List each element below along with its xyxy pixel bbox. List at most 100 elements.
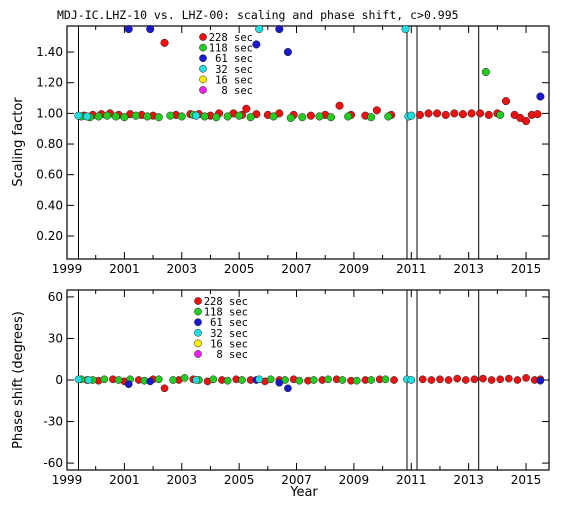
phase-point — [504, 374, 513, 383]
phase-point — [479, 374, 487, 383]
phase-point — [238, 376, 246, 384]
phase-y-tick-label: 0 — [55, 373, 63, 387]
x-axis-label: Year — [289, 485, 318, 500]
phase-point — [536, 376, 545, 385]
phase-x-tick-label: 2015 — [511, 473, 542, 487]
phase-point — [444, 376, 453, 384]
scaling-point — [533, 110, 542, 119]
scaling-x-tick-label: 2007 — [281, 262, 312, 276]
scaling-point — [131, 111, 140, 120]
phase-y-axis-label: Phase shift (degrees) — [11, 311, 26, 449]
scaling-point — [450, 109, 459, 118]
phase-point — [381, 375, 390, 384]
scaling-point — [212, 113, 221, 122]
scaling-point — [315, 112, 324, 121]
scaling-point — [496, 110, 505, 119]
phase-point — [84, 376, 93, 384]
phase-y-tick-label: 30 — [48, 331, 63, 345]
phase-legend-label: 16 sec — [210, 338, 248, 350]
phase-legend-marker — [194, 328, 202, 337]
phase-point — [209, 375, 218, 384]
phase-point — [324, 375, 332, 384]
phase-x-tick-label: 1999 — [52, 473, 83, 487]
phase-point — [427, 376, 436, 384]
scaling-y-tick-label: 1.00 — [36, 106, 63, 120]
phase-point — [352, 376, 361, 385]
scaling-point — [235, 111, 244, 120]
scaling-point — [441, 110, 450, 119]
scaling-point — [146, 25, 155, 34]
scaling-legend-marker — [199, 43, 207, 52]
phase-point — [154, 375, 163, 384]
phase-point — [100, 375, 109, 384]
phase-legend-marker — [194, 350, 202, 358]
phase-point — [255, 375, 264, 384]
phase-x-tick-label: 2007 — [281, 473, 312, 487]
phase-point — [513, 376, 522, 384]
phase-legend-label: 8 sec — [216, 349, 248, 361]
phase-x-tick-label: 2005 — [224, 473, 255, 487]
scaling-point — [521, 116, 531, 126]
scaling-point — [103, 111, 112, 120]
scaling-point — [269, 112, 278, 121]
scaling-x-tick-label: 2005 — [224, 262, 255, 276]
scaling-point — [335, 101, 344, 110]
phase-legend-marker — [194, 297, 202, 305]
phase-point — [522, 374, 530, 382]
phase-point — [487, 376, 496, 384]
scaling-point — [401, 25, 410, 34]
scaling-point — [286, 113, 295, 123]
phase-point — [180, 374, 189, 382]
phase-x-tick-label: 2013 — [453, 473, 484, 487]
scaling-legend-label: 61 sec — [215, 53, 253, 65]
scaling-point — [160, 38, 169, 47]
scaling-point — [124, 25, 133, 34]
phase-data-points — [74, 374, 545, 393]
scaling-point — [326, 113, 336, 122]
scaling-legend-marker — [199, 54, 207, 63]
scaling-point — [177, 112, 186, 121]
scaling-point — [200, 112, 209, 121]
scaling-point — [484, 110, 493, 119]
phase-point — [146, 377, 155, 386]
scaling-y-tick-label: 1.40 — [36, 45, 63, 59]
scaling-point — [223, 112, 232, 121]
phase-point — [266, 375, 275, 384]
phase-legend-marker — [194, 307, 202, 316]
scaling-point — [458, 110, 467, 119]
phase-x-tick-label: 2003 — [166, 473, 197, 487]
scaling-y-axis-label: Scaling factor — [11, 97, 26, 187]
scaling-legend-label: 118 sec — [209, 43, 253, 55]
scaling-point — [94, 112, 103, 121]
phase-y-tick-label: 60 — [48, 290, 63, 304]
scaling-point — [481, 67, 490, 77]
phase-legend-label: 61 sec — [210, 317, 248, 329]
scaling-point — [298, 113, 307, 122]
scaling-x-tick-label: 2009 — [339, 262, 370, 276]
phase-x-tick-label: 2001 — [109, 473, 140, 487]
phase-point — [192, 376, 200, 384]
scaling-point — [476, 109, 485, 118]
phase-legend-label: 228 sec — [204, 296, 248, 308]
scaling-legend-marker — [199, 75, 207, 84]
phase-point — [124, 380, 133, 389]
phase-point — [223, 376, 232, 385]
scaling-point — [154, 113, 163, 122]
scaling-point — [407, 111, 416, 120]
phase-legend-label: 118 sec — [204, 307, 248, 319]
phase-y-tick-label: -30 — [43, 415, 63, 429]
scaling-point — [111, 112, 120, 121]
scaling-legend-label: 32 sec — [215, 64, 253, 76]
scaling-point — [275, 25, 284, 34]
scaling-plot-frame — [66, 25, 550, 260]
phase-legend-label: 32 sec — [210, 328, 248, 340]
phase-point — [160, 384, 169, 393]
phase-point — [284, 384, 292, 393]
scaling-point — [344, 112, 353, 121]
phase-point — [461, 376, 470, 384]
phase-point — [390, 376, 398, 384]
scaling-point — [415, 110, 424, 119]
phase-point — [470, 375, 479, 384]
